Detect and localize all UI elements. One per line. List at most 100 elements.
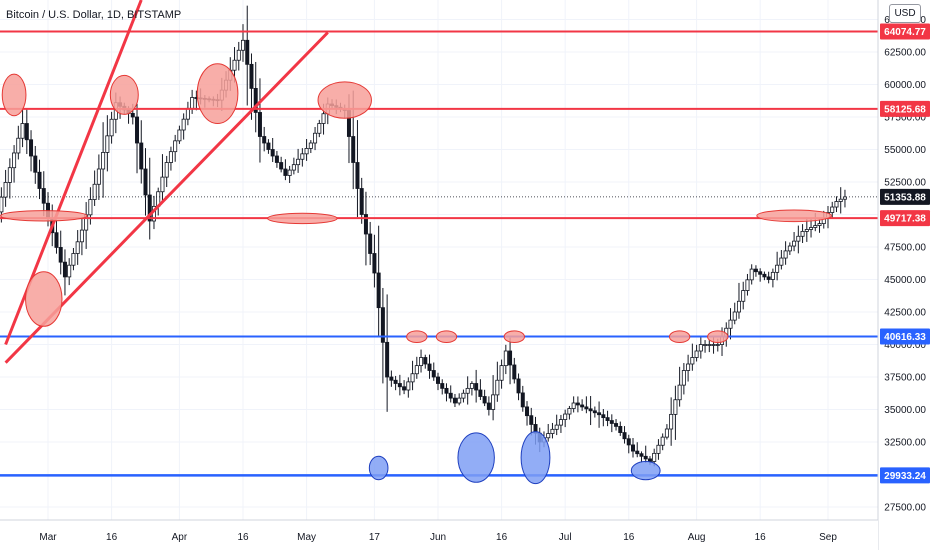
- candle-body: [423, 357, 428, 365]
- red-marker-ellipse[interactable]: [503, 330, 525, 344]
- candle-body: [185, 107, 190, 120]
- candle-body: [563, 413, 568, 420]
- red-marker-ellipse[interactable]: [406, 330, 428, 344]
- price-tick-label: 55000.00: [884, 145, 926, 156]
- candle-body: [584, 406, 589, 410]
- price-axis[interactable]: 27500.0030000.0032500.0035000.0037500.00…: [877, 0, 932, 550]
- time-axis[interactable]: Mar 16 Apr 16 May 17 Jun 16 Jul 16 Aug 16 Sep: [0, 519, 878, 550]
- candle-body: [647, 458, 652, 462]
- candle-body: [635, 450, 640, 455]
- candle-body: [516, 378, 521, 394]
- candle-body: [431, 370, 436, 378]
- candle-body: [33, 155, 38, 173]
- price-tick-label: 47500.00: [884, 243, 926, 254]
- candle-body: [474, 383, 479, 391]
- candle-body: [397, 383, 402, 388]
- candle-body: [639, 453, 644, 457]
- candle-body: [96, 168, 101, 185]
- symbol-title: Bitcoin / U.S. Dollar, 1D, BITSTAMP: [6, 9, 182, 21]
- blue-marker-ellipse[interactable]: [630, 461, 661, 481]
- candle-body: [605, 417, 610, 421]
- blue-marker-ellipse[interactable]: [520, 431, 551, 485]
- red-marker-ellipse[interactable]: [317, 81, 372, 119]
- candle-body: [741, 290, 746, 302]
- candle-body: [775, 264, 780, 273]
- candle-body: [482, 396, 487, 404]
- candle-body: [707, 344, 712, 346]
- price-axis-background: [878, 0, 932, 550]
- red-marker-ellipse[interactable]: [196, 63, 239, 124]
- level-price-tag: [880, 210, 930, 227]
- time-tick-label: Jun: [430, 532, 446, 543]
- candle-body: [508, 350, 513, 366]
- candle-body: [762, 273, 767, 278]
- candle-body: [262, 136, 267, 144]
- candlestick-series: [0, 5, 847, 467]
- candle-body: [75, 241, 80, 254]
- candle-body: [355, 162, 360, 189]
- red-marker-ellipse[interactable]: [756, 209, 832, 223]
- candle-body: [529, 415, 534, 425]
- red-marker-ellipse[interactable]: [1, 73, 27, 117]
- candle-body: [240, 39, 245, 51]
- candle-body: [3, 182, 8, 198]
- candle-body: [308, 142, 313, 149]
- red-marker-ellipse[interactable]: [668, 330, 691, 344]
- candle-body: [168, 151, 173, 163]
- candle-body: [147, 194, 152, 222]
- candle-body: [817, 223, 822, 226]
- red-marker-ellipse[interactable]: [435, 330, 458, 344]
- candle-body: [656, 444, 661, 454]
- red-marker-ellipse[interactable]: [25, 271, 63, 327]
- candle-body: [622, 432, 627, 440]
- candle-body: [257, 112, 262, 137]
- red-marker-ellipse[interactable]: [109, 74, 139, 115]
- candle-body: [580, 404, 585, 408]
- candle-body: [652, 452, 657, 462]
- candle-body: [779, 257, 784, 266]
- candle-body: [783, 250, 788, 259]
- red-marker-ellipse[interactable]: [267, 212, 338, 225]
- candle-body: [491, 394, 496, 410]
- candle-body: [372, 253, 377, 274]
- candle-body: [7, 167, 12, 183]
- candle-body: [550, 428, 555, 434]
- candle-body: [618, 425, 623, 433]
- candle-body: [567, 408, 572, 415]
- candle-body: [745, 279, 750, 291]
- candle-body: [0, 196, 4, 213]
- candle-body: [597, 412, 602, 416]
- candle-body: [37, 171, 42, 189]
- price-tick-label: 45000.00: [884, 275, 926, 286]
- blue-marker-ellipse[interactable]: [457, 432, 495, 483]
- candle-body: [410, 373, 415, 383]
- candle-body: [359, 188, 364, 215]
- candle-body: [283, 168, 288, 176]
- red-marker-ellipse[interactable]: [0, 210, 88, 222]
- candle-body: [626, 438, 631, 446]
- level-price-tag: [880, 328, 930, 345]
- currency-button[interactable]: USD: [889, 4, 921, 23]
- candle-body: [287, 169, 292, 176]
- time-tick-label: 16: [106, 532, 118, 543]
- blue-marker-ellipse[interactable]: [368, 455, 389, 481]
- price-tick-label: 27500.00: [884, 503, 926, 514]
- candle-body: [631, 444, 636, 452]
- price-tick-label: 60000.00: [884, 80, 926, 91]
- candle-body: [486, 402, 491, 410]
- candle-body: [601, 414, 606, 419]
- red-marker-ellipse[interactable]: [707, 330, 729, 344]
- candle-body: [592, 410, 597, 414]
- candle-body: [440, 383, 445, 389]
- time-tick-label: 16: [755, 532, 767, 543]
- candle-body: [686, 363, 691, 371]
- price-tick-label: 35000.00: [884, 405, 926, 416]
- candle-body: [609, 420, 614, 424]
- candle-body: [41, 188, 46, 204]
- candle-body: [351, 136, 356, 163]
- candle-body: [749, 268, 754, 281]
- candle-body: [787, 245, 792, 252]
- candle-body: [660, 436, 665, 446]
- candle-body: [245, 39, 250, 65]
